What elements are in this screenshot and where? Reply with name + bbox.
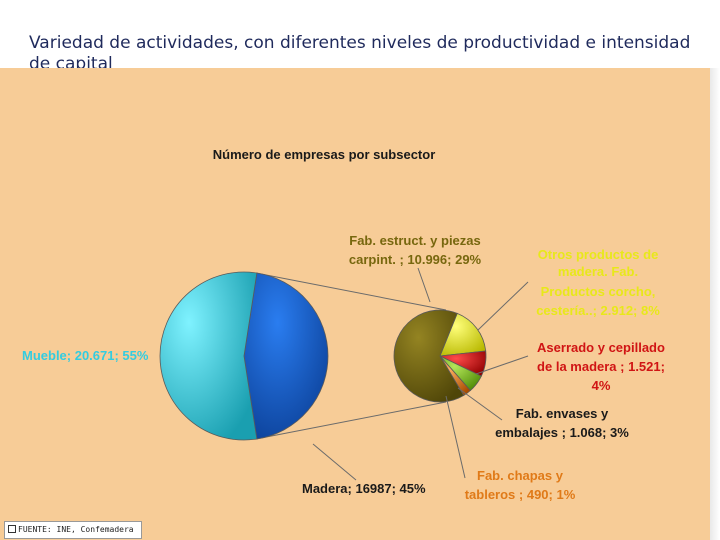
leader-line-envases — [457, 387, 503, 421]
label-estruct-line1: Fab. estruct. y piezas — [349, 233, 481, 248]
panel-edge — [710, 68, 720, 540]
label-estruct-line2: carpint. ; 10.996; 29% — [349, 252, 482, 267]
pie-slice-estruct — [393, 309, 465, 403]
pie-slice-otros — [439, 312, 487, 357]
sub-pie — [393, 309, 487, 403]
main-pie — [159, 271, 329, 441]
label-mueble: Mueble; 20.671; 55% — [22, 348, 149, 363]
source-note: FUENTE: INE, Confemadera — [4, 521, 142, 539]
pie-slice-madera — [243, 272, 329, 440]
label-madera: Madera; 16987; 45% — [302, 481, 426, 496]
leader-line-aserrado — [475, 355, 529, 375]
label-otros-line1: Otros productos de — [538, 247, 659, 262]
label-envases-line1: Fab. envases y — [516, 406, 609, 421]
label-envases-line2: embalajes ; 1.068; 3% — [495, 425, 629, 440]
label-otros-line3: Productos corcho, — [541, 284, 656, 299]
label-aserrado-line3: 4% — [592, 378, 611, 393]
connector-line-bottom — [255, 401, 447, 440]
leader-line-estruct — [417, 267, 431, 303]
leader-line-madera — [312, 443, 357, 481]
leader-line-otros — [477, 281, 529, 331]
label-chapas-line2: tableros ; 490; 1% — [465, 487, 576, 502]
pie-slice-mueble — [159, 271, 258, 441]
source-text: FUENTE: INE, Confemadera — [18, 525, 134, 534]
label-chapas-line1: Fab. chapas y — [477, 468, 564, 483]
checkbox-icon — [8, 525, 16, 533]
label-otros-line2: madera. Fab. — [558, 264, 638, 279]
label-aserrado-line1: Aserrado y cepillado — [537, 340, 665, 355]
chart-panel — [0, 68, 710, 540]
label-otros-line4: cestería..; 2.912; 8% — [536, 303, 660, 318]
leader-line-chapas — [445, 395, 466, 479]
connector-line-top — [255, 272, 447, 311]
chart-title: Número de empresas por subsector — [213, 147, 436, 162]
label-aserrado-line2: de la madera ; 1.521; — [537, 359, 665, 374]
